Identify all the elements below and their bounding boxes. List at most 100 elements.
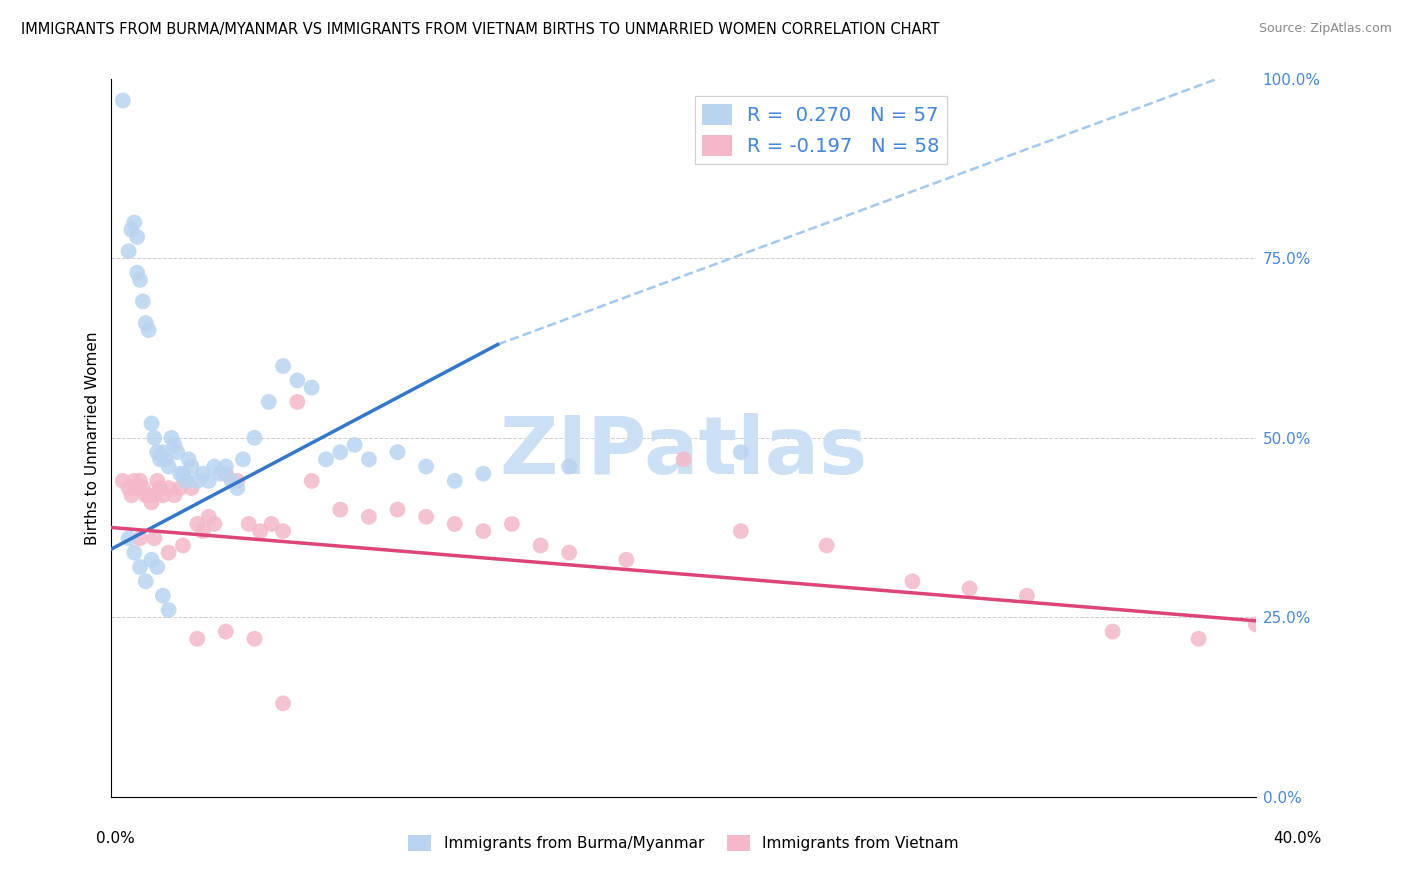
Point — [215, 624, 238, 639]
Point — [152, 445, 174, 459]
Legend: R =  0.270   N = 57, R = -0.197   N = 58: R = 0.270 N = 57, R = -0.197 N = 58 — [695, 95, 948, 163]
Point — [202, 516, 225, 531]
Point — [249, 524, 271, 538]
Point — [730, 524, 752, 538]
Point — [301, 474, 323, 488]
Point — [152, 589, 174, 603]
Point — [146, 445, 169, 459]
Point — [174, 474, 197, 488]
Point — [959, 582, 981, 596]
Point — [232, 452, 254, 467]
Point — [127, 266, 149, 280]
Point — [111, 474, 134, 488]
Point — [127, 481, 149, 495]
Point — [149, 452, 172, 467]
Point — [415, 459, 437, 474]
Point — [117, 481, 139, 495]
Point — [1244, 617, 1267, 632]
Point — [166, 445, 188, 459]
Text: ZIPatlas: ZIPatlas — [499, 413, 868, 491]
Point — [202, 459, 225, 474]
Point — [191, 467, 214, 481]
Point — [243, 632, 266, 646]
Point — [172, 467, 194, 481]
Point — [387, 502, 409, 516]
Point — [730, 445, 752, 459]
Point — [558, 546, 581, 560]
Point — [443, 474, 465, 488]
Point — [226, 474, 249, 488]
Point — [501, 516, 523, 531]
Point — [472, 467, 495, 481]
Point — [271, 524, 294, 538]
Point — [169, 481, 191, 495]
Point — [129, 531, 152, 545]
Point — [135, 488, 157, 502]
Point — [558, 459, 581, 474]
Point — [260, 516, 283, 531]
Point — [141, 417, 163, 431]
Point — [815, 539, 838, 553]
Point — [901, 574, 924, 589]
Point — [124, 474, 146, 488]
Point — [614, 553, 637, 567]
Point — [443, 516, 465, 531]
Point — [129, 273, 152, 287]
Point — [186, 632, 208, 646]
Point — [315, 452, 337, 467]
Point — [135, 316, 157, 330]
Point — [387, 445, 409, 459]
Point — [329, 502, 352, 516]
Point — [174, 474, 197, 488]
Point — [1015, 589, 1038, 603]
Point — [243, 431, 266, 445]
Point — [111, 94, 134, 108]
Point — [120, 488, 142, 502]
Point — [163, 438, 186, 452]
Point — [135, 574, 157, 589]
Point — [180, 459, 202, 474]
Point — [152, 488, 174, 502]
Point — [172, 539, 194, 553]
Point — [127, 230, 149, 244]
Point — [415, 509, 437, 524]
Point — [197, 474, 219, 488]
Point — [209, 467, 232, 481]
Point — [129, 560, 152, 574]
Point — [124, 215, 146, 229]
Point — [186, 516, 208, 531]
Point — [215, 459, 238, 474]
Point — [197, 509, 219, 524]
Point — [285, 373, 308, 387]
Point — [120, 222, 142, 236]
Point — [146, 560, 169, 574]
Point — [143, 431, 166, 445]
Point — [301, 380, 323, 394]
Point — [157, 603, 180, 617]
Point — [124, 546, 146, 560]
Point — [132, 481, 155, 495]
Point — [215, 467, 238, 481]
Point — [169, 467, 191, 481]
Point — [132, 294, 155, 309]
Point — [329, 445, 352, 459]
Point — [226, 481, 249, 495]
Point — [117, 244, 139, 259]
Point — [672, 452, 695, 467]
Point — [221, 474, 243, 488]
Text: 0.0%: 0.0% — [96, 831, 135, 846]
Point — [271, 697, 294, 711]
Point — [1187, 632, 1209, 646]
Point — [191, 524, 214, 538]
Point — [117, 531, 139, 545]
Text: Source: ZipAtlas.com: Source: ZipAtlas.com — [1258, 22, 1392, 36]
Point — [155, 452, 177, 467]
Point — [529, 539, 551, 553]
Point — [238, 516, 260, 531]
Text: 40.0%: 40.0% — [1274, 831, 1322, 846]
Point — [146, 474, 169, 488]
Point — [149, 481, 172, 495]
Point — [257, 395, 280, 409]
Point — [1101, 624, 1123, 639]
Point — [143, 488, 166, 502]
